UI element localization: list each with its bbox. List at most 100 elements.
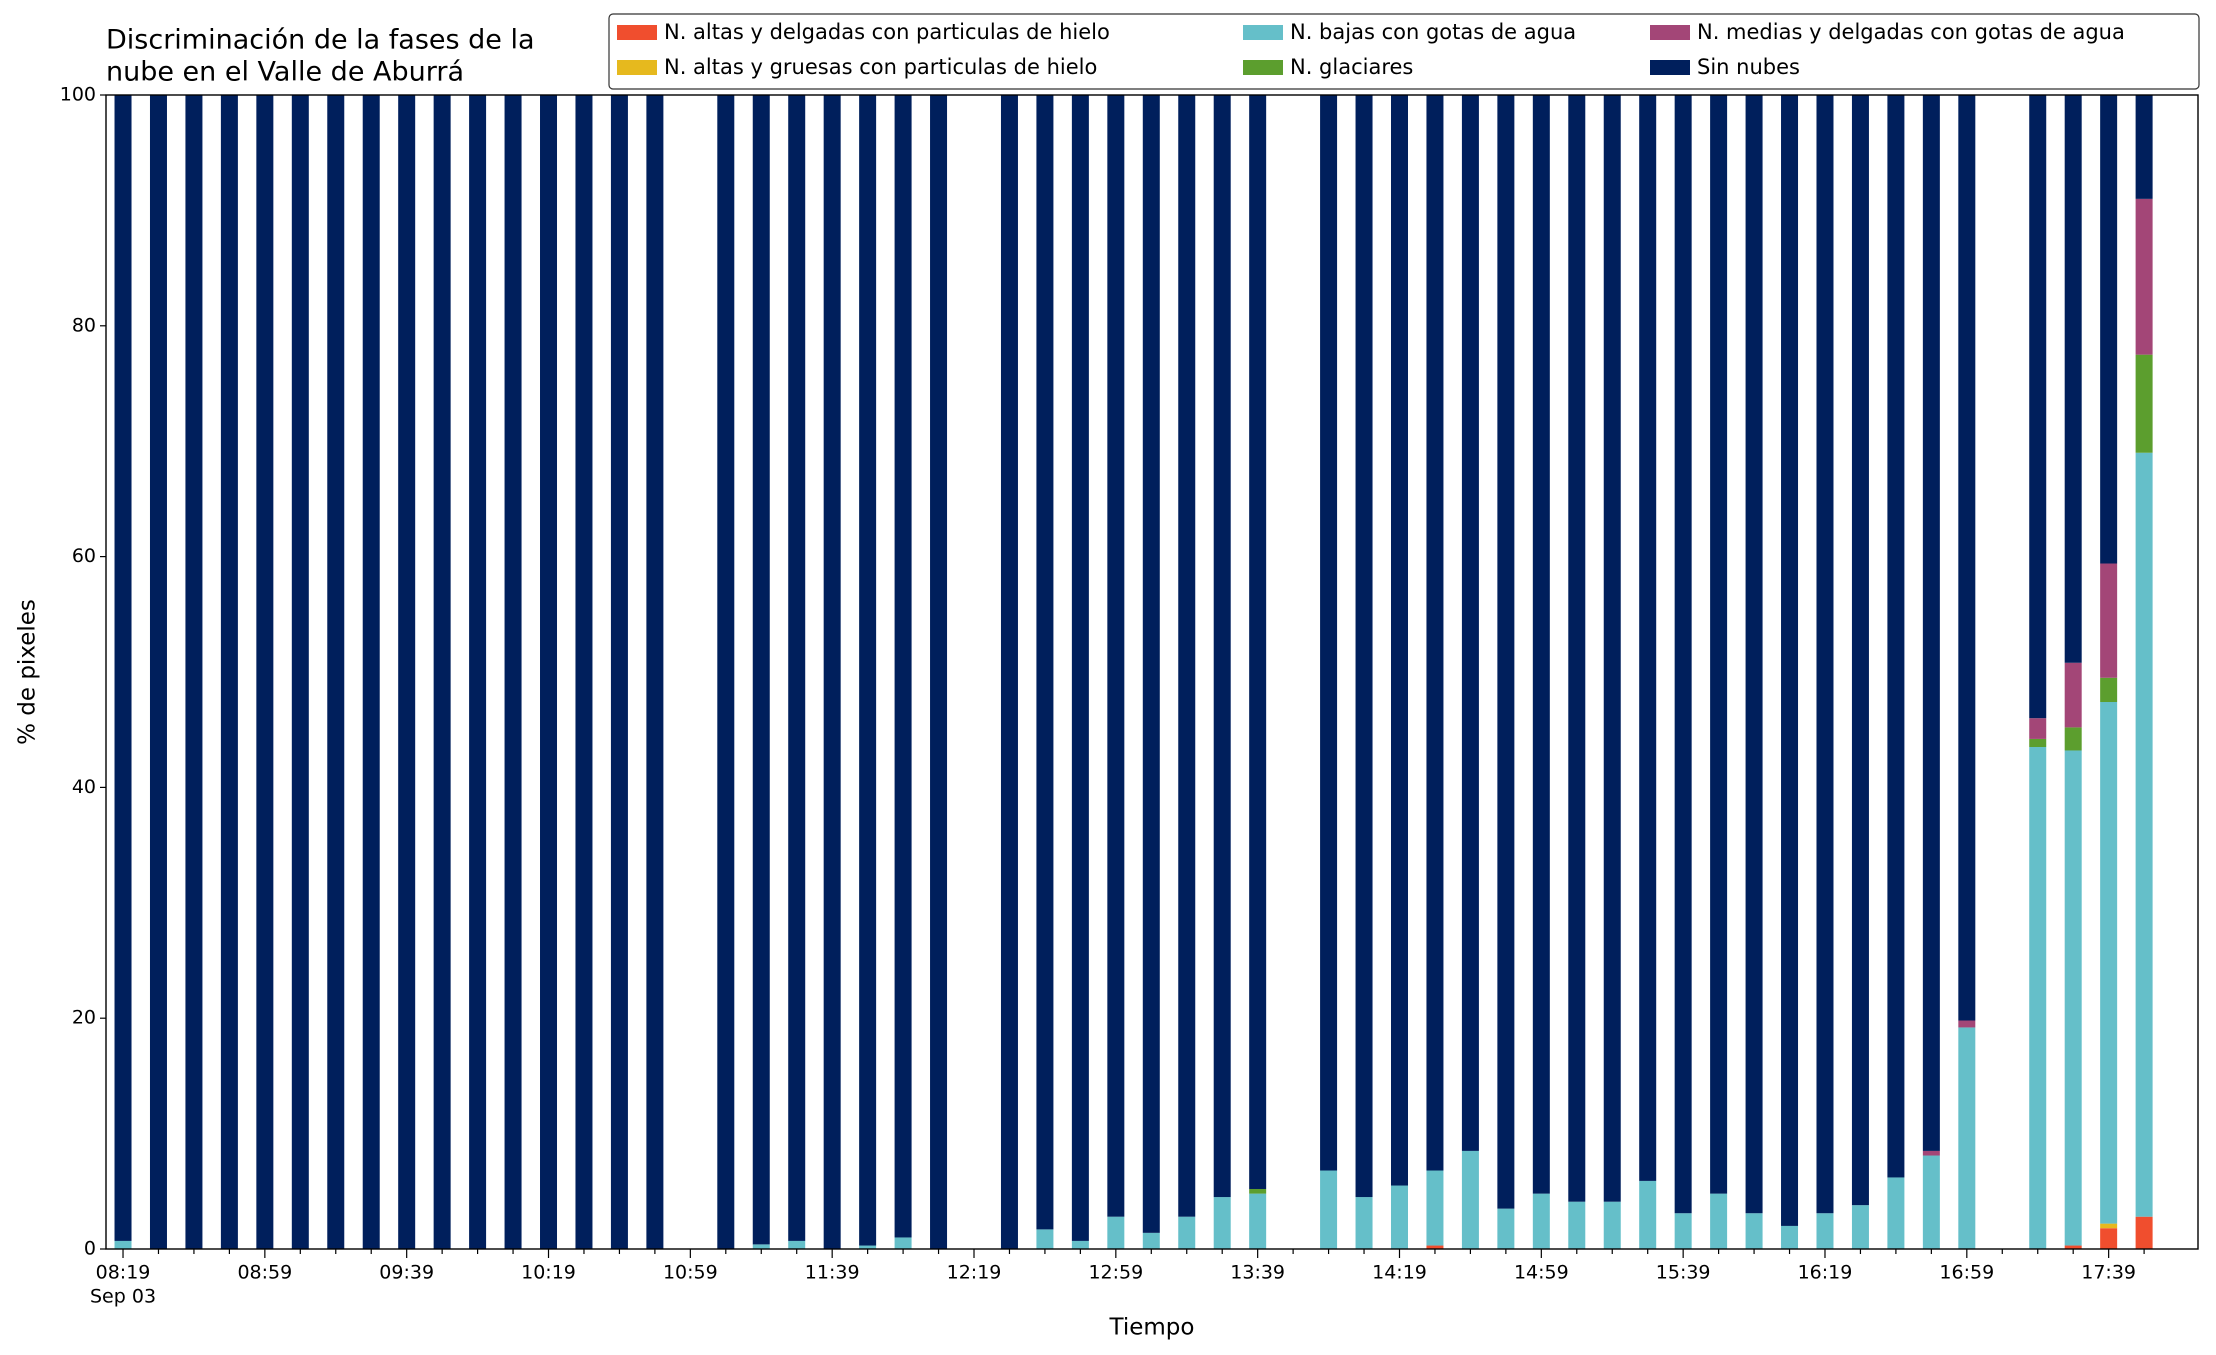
bar-segment — [362, 95, 380, 1249]
bar-segment — [2064, 727, 2082, 751]
bar-segment — [2064, 95, 2082, 663]
chart-title: nube en el Valle de Aburrá — [106, 57, 464, 88]
legend-label: N. altas y delgadas con particulas de hi… — [664, 20, 1110, 44]
bar-segment — [1320, 95, 1338, 1171]
bar-segment — [114, 1240, 132, 1249]
bar-segment — [1249, 1188, 1267, 1194]
y-tick-label: 60 — [72, 545, 96, 567]
bar-segment — [610, 95, 628, 1249]
legend-swatch — [1650, 60, 1690, 75]
y-tick-label: 100 — [60, 84, 96, 106]
bar-segment — [1426, 95, 1444, 1171]
chart-title: Discriminación de la fases de la — [106, 25, 535, 56]
bar-segment — [1639, 1180, 1657, 1249]
bar-segment — [2100, 677, 2118, 703]
x-tick-label: 14:59 — [1514, 1262, 1569, 1284]
bar-segment — [2100, 1228, 2118, 1249]
bar-segment — [1461, 1150, 1479, 1249]
bar-segment — [2029, 747, 2047, 1249]
bar-segment — [1958, 95, 1976, 1021]
bar-segment — [1745, 95, 1763, 1214]
bar-segment — [1568, 95, 1586, 1202]
bar-segment — [1497, 95, 1515, 1209]
y-tick-label: 20 — [72, 1007, 96, 1029]
bar-segment — [1249, 95, 1267, 1189]
x-tick-label: 16:19 — [1798, 1262, 1853, 1284]
x-tick-label: 08:19 — [96, 1262, 151, 1284]
legend-swatch — [617, 25, 657, 40]
bar-segment — [291, 95, 309, 1249]
x-tick-label: 11:39 — [805, 1262, 860, 1284]
bar-segment — [1816, 1213, 1834, 1249]
bar-segment — [646, 95, 664, 1249]
x-date-label: Sep 03 — [90, 1286, 156, 1308]
bar-segment — [1426, 1170, 1444, 1246]
bar-segment — [788, 1240, 806, 1249]
x-tick-label: 09:39 — [379, 1262, 434, 1284]
bar-segment — [788, 95, 806, 1241]
bar-segment — [2100, 702, 2118, 1224]
bar-segment — [1355, 1197, 1373, 1249]
legend-swatch — [1243, 25, 1283, 40]
bar-segment — [1000, 95, 1018, 1249]
bar-segment — [220, 95, 238, 1249]
bar-segment — [114, 95, 132, 1241]
bar-segment — [2029, 718, 2047, 739]
legend-swatch — [1650, 25, 1690, 40]
bar-segment — [1036, 1229, 1054, 1249]
bar-segment — [575, 95, 593, 1249]
x-tick-label: 10:59 — [663, 1262, 718, 1284]
y-tick-label: 40 — [72, 776, 96, 798]
bar-segment — [930, 95, 948, 1249]
legend-box — [608, 13, 2200, 90]
bar-segment — [1958, 1020, 1976, 1028]
bar-segment — [2064, 1245, 2082, 1249]
bar-segment — [752, 95, 770, 1245]
bar-segment — [1213, 1197, 1231, 1249]
legend-label: N. glaciares — [1290, 55, 1413, 79]
y-tick-label: 0 — [84, 1238, 96, 1260]
bar-segment — [1320, 1170, 1338, 1249]
legend-label: N. medias y delgadas con gotas de agua — [1697, 20, 2125, 44]
bar-segment — [1568, 1201, 1586, 1249]
bar-segment — [1071, 1240, 1089, 1249]
bar-segment — [2135, 198, 2153, 355]
x-tick-label: 15:39 — [1656, 1262, 1711, 1284]
x-tick-label: 08:59 — [237, 1262, 292, 1284]
plot-frame — [105, 94, 2199, 1250]
legend: N. altas y delgadas con particulas de hi… — [608, 13, 2200, 90]
bar-segment — [1922, 95, 1940, 1151]
bar-segment — [1355, 95, 1373, 1198]
bar-segment — [185, 95, 203, 1249]
bar-segment — [2100, 95, 2118, 564]
bar-segment — [1426, 1245, 1444, 1249]
bar-segment — [1674, 1213, 1692, 1249]
bar-segment — [894, 95, 912, 1238]
legend-label: Sin nubes — [1697, 55, 1800, 79]
bar-segment — [894, 1237, 912, 1249]
x-tick-label: 12:59 — [1088, 1262, 1143, 1284]
bar-segment — [1178, 1216, 1196, 1249]
bar-segment — [1178, 95, 1196, 1217]
bar-segment — [1213, 95, 1231, 1198]
bar-segment — [1851, 1205, 1869, 1249]
bar-segment — [1142, 95, 1160, 1233]
bar-segment — [1532, 95, 1550, 1194]
bar-segment — [1461, 95, 1479, 1151]
bar-segment — [823, 95, 841, 1249]
bar-segment — [1107, 1216, 1125, 1249]
bar-segment — [1710, 95, 1728, 1194]
legend-label: N. bajas con gotas de agua — [1290, 20, 1576, 44]
bar-segment — [2135, 452, 2153, 1217]
legend-swatch — [617, 60, 657, 75]
x-tick-label: 10:19 — [521, 1262, 576, 1284]
bar-segment — [1603, 95, 1621, 1202]
bar-segment — [1036, 95, 1054, 1230]
bar-segment — [1390, 1185, 1408, 1249]
x-tick-label: 16:59 — [1939, 1262, 1994, 1284]
bar-segment — [717, 95, 735, 1249]
bar-segment — [398, 95, 416, 1249]
x-axis-label: Tiempo — [1109, 1315, 1195, 1341]
bar-segment — [1887, 95, 1905, 1178]
